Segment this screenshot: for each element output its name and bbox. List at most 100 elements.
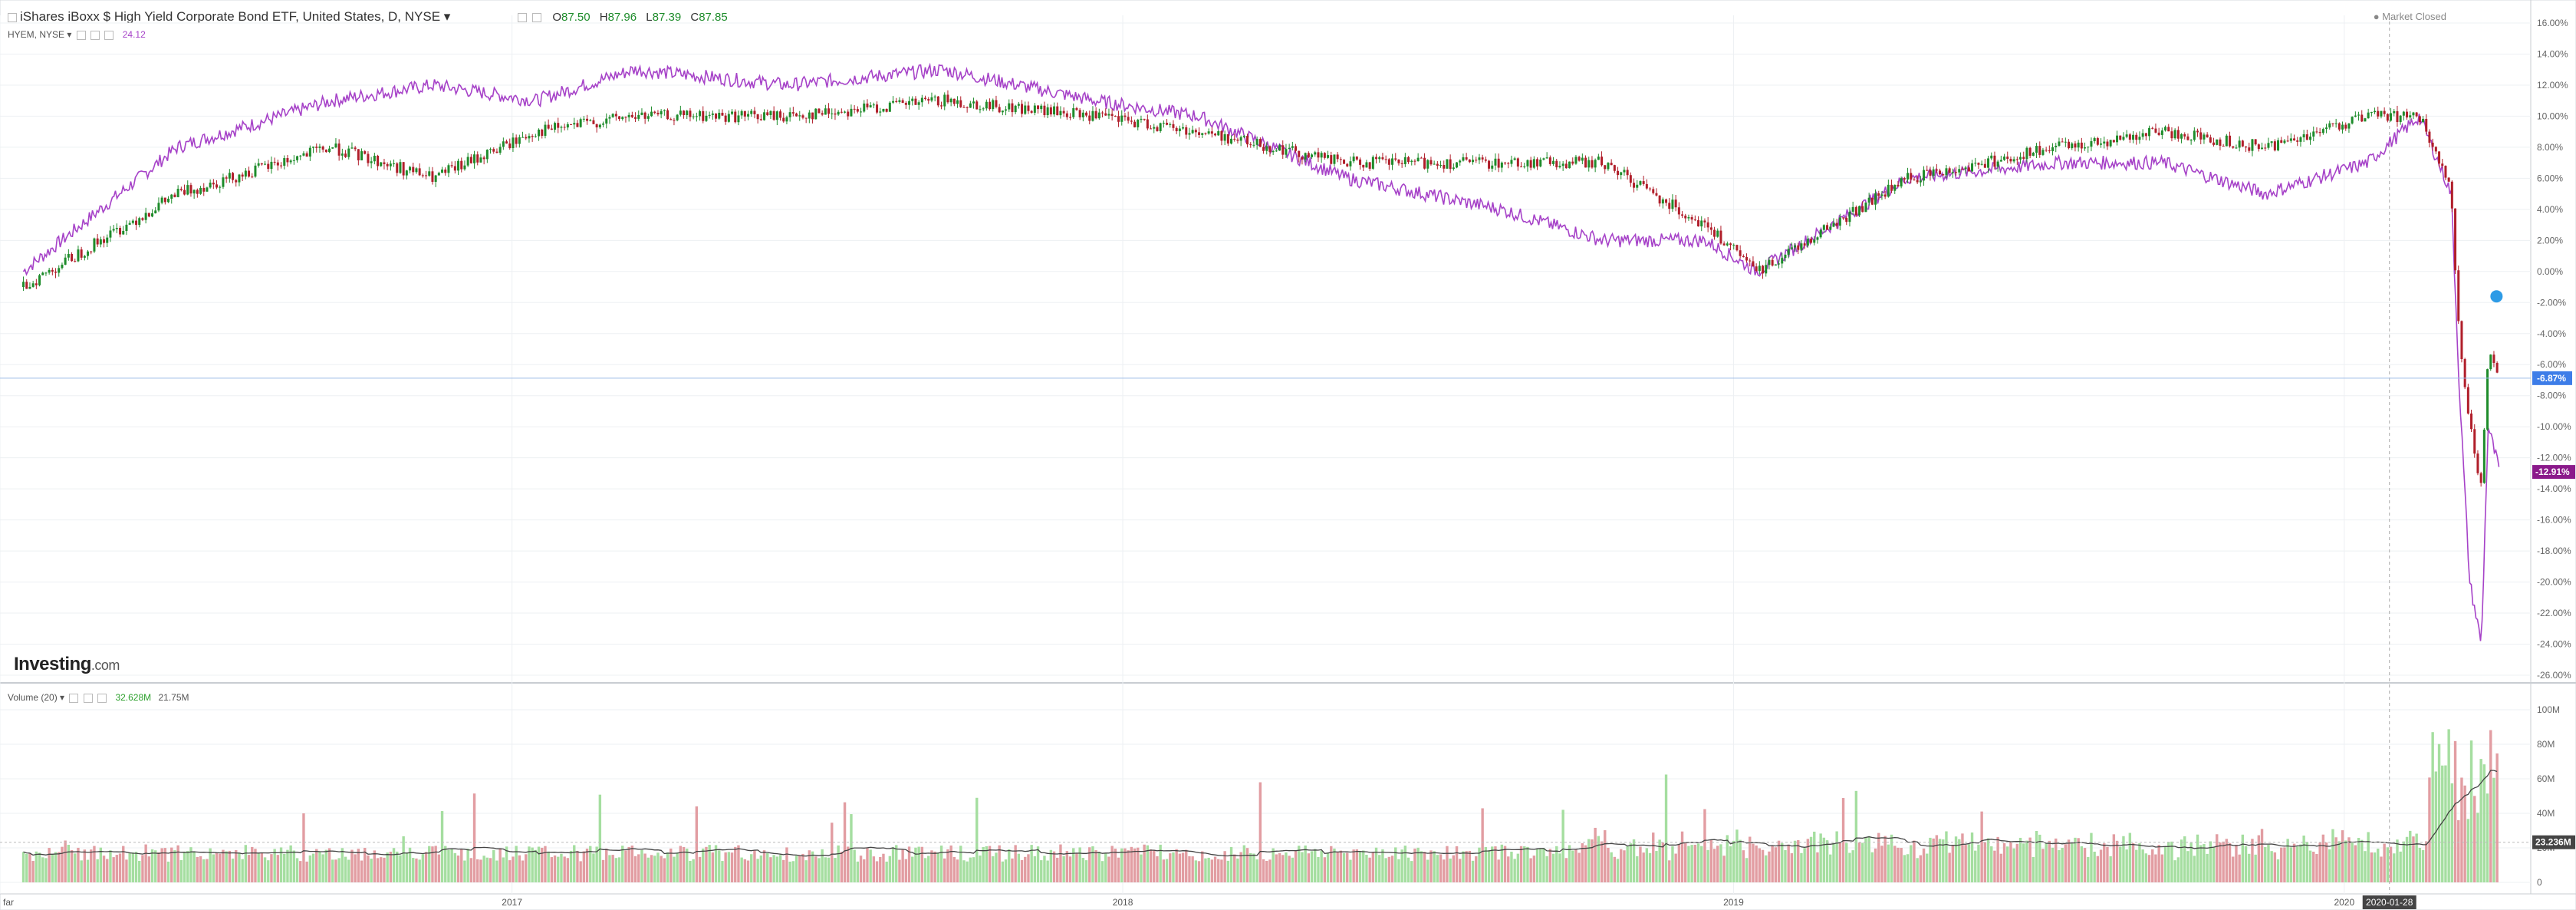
- candle-body: [718, 112, 721, 119]
- volume-bar: [447, 849, 450, 882]
- candle-body: [660, 110, 663, 115]
- candle-body: [888, 102, 891, 112]
- volume-settings-icon[interactable]: [69, 693, 79, 703]
- candle-body: [811, 112, 814, 120]
- volume-bar: [804, 860, 808, 882]
- volume-bar: [1014, 845, 1017, 882]
- volume-bar: [785, 847, 788, 882]
- volume-bar: [1416, 847, 1420, 882]
- y-tick-label: -14.00%: [2537, 483, 2571, 494]
- hide-icon[interactable]: [532, 13, 542, 23]
- volume-bar: [1655, 851, 1658, 882]
- compare-settings-icon[interactable]: [76, 30, 86, 40]
- candle-body: [515, 137, 518, 144]
- candle-body: [1510, 160, 1513, 164]
- candle-body: [637, 114, 640, 119]
- volume-bar: [1371, 852, 1375, 882]
- volume-bar: [228, 850, 232, 882]
- volume-bar: [1990, 846, 1993, 882]
- candle-body: [460, 160, 463, 170]
- candle-body: [837, 111, 840, 115]
- candle-body: [621, 117, 624, 120]
- candle-body: [2157, 132, 2160, 135]
- volume-bar: [1752, 843, 1755, 882]
- candle-body: [1771, 259, 1774, 266]
- volume-hide-icon[interactable]: [83, 693, 93, 703]
- candle-body: [1762, 265, 1765, 274]
- candle-body: [750, 110, 753, 114]
- volume-bar: [460, 849, 463, 882]
- volume-bar: [866, 848, 869, 882]
- volume-bar: [795, 856, 798, 882]
- candle-body: [1349, 161, 1352, 167]
- candle-body: [1690, 217, 1693, 220]
- candle-body: [1368, 162, 1371, 169]
- candle-body: [969, 103, 972, 108]
- candle-body: [1826, 225, 1829, 230]
- candle-body: [1127, 117, 1130, 121]
- candle-body: [238, 174, 241, 183]
- compare-close-icon[interactable]: [104, 30, 114, 40]
- volume-bar: [308, 855, 312, 882]
- candle-body: [2344, 124, 2347, 129]
- volume-bar: [534, 849, 538, 882]
- volume-bar: [1146, 845, 1150, 882]
- volume-bar: [199, 856, 202, 882]
- symbol-title[interactable]: iShares iBoxx $ High Yield Corporate Bon…: [8, 9, 450, 25]
- volume-y-tick-label: 0: [2537, 877, 2542, 888]
- volume-bar: [633, 856, 637, 882]
- candle-body: [103, 239, 106, 243]
- volume-bar: [1072, 848, 1075, 882]
- candle-body: [466, 157, 469, 166]
- candle-body: [2283, 140, 2286, 143]
- candle-body: [1867, 197, 1870, 203]
- volume-bar: [1906, 854, 1910, 882]
- candle-body: [1835, 223, 1838, 226]
- volume-bar: [1429, 850, 1433, 882]
- volume-bar: [730, 852, 734, 882]
- candle-body: [541, 129, 544, 136]
- candle-body: [1226, 134, 1229, 144]
- candle-body: [940, 105, 943, 107]
- candle-body: [1465, 157, 1468, 160]
- volume-bar: [74, 853, 77, 882]
- volume-bar: [64, 840, 67, 882]
- volume-title[interactable]: Volume (20): [8, 692, 58, 703]
- last-price-label: -6.87%: [2537, 373, 2566, 384]
- candle-body: [1323, 153, 1326, 158]
- candle-body: [1687, 217, 1690, 219]
- candle-body: [495, 151, 498, 153]
- candle-body: [740, 110, 743, 116]
- volume-bar: [1201, 851, 1204, 882]
- candle-body: [2199, 132, 2203, 140]
- volume-bar: [1749, 836, 1752, 882]
- volume-bar: [1033, 856, 1037, 882]
- volume-bar: [1097, 852, 1101, 882]
- candle-body: [377, 155, 380, 167]
- candle-body: [370, 161, 373, 163]
- candle-body: [350, 147, 354, 149]
- compare-hide-icon[interactable]: [90, 30, 100, 40]
- compare-symbol[interactable]: HYEM, NYSE: [8, 29, 65, 40]
- volume-bar: [673, 856, 676, 882]
- volume-bar: [472, 793, 476, 882]
- volume-bar: [1255, 859, 1258, 882]
- candle-body: [882, 108, 885, 112]
- y-tick-label: -12.00%: [2537, 453, 2571, 463]
- volume-bar: [869, 849, 872, 882]
- volume-bar: [582, 851, 586, 882]
- candle-body: [2406, 111, 2409, 118]
- settings-icon[interactable]: [518, 13, 527, 23]
- candle-body: [2084, 147, 2087, 149]
- candle-body: [64, 257, 67, 265]
- volume-bar: [2380, 856, 2383, 882]
- volume-close-icon[interactable]: [97, 693, 107, 703]
- volume-bar: [2090, 833, 2093, 882]
- candle-body: [2216, 139, 2219, 145]
- candle-body: [428, 171, 431, 176]
- candle-body: [1561, 163, 1564, 167]
- collapse-icon[interactable]: [8, 12, 17, 22]
- candle-body: [431, 171, 434, 182]
- volume-bar: [1516, 853, 1520, 882]
